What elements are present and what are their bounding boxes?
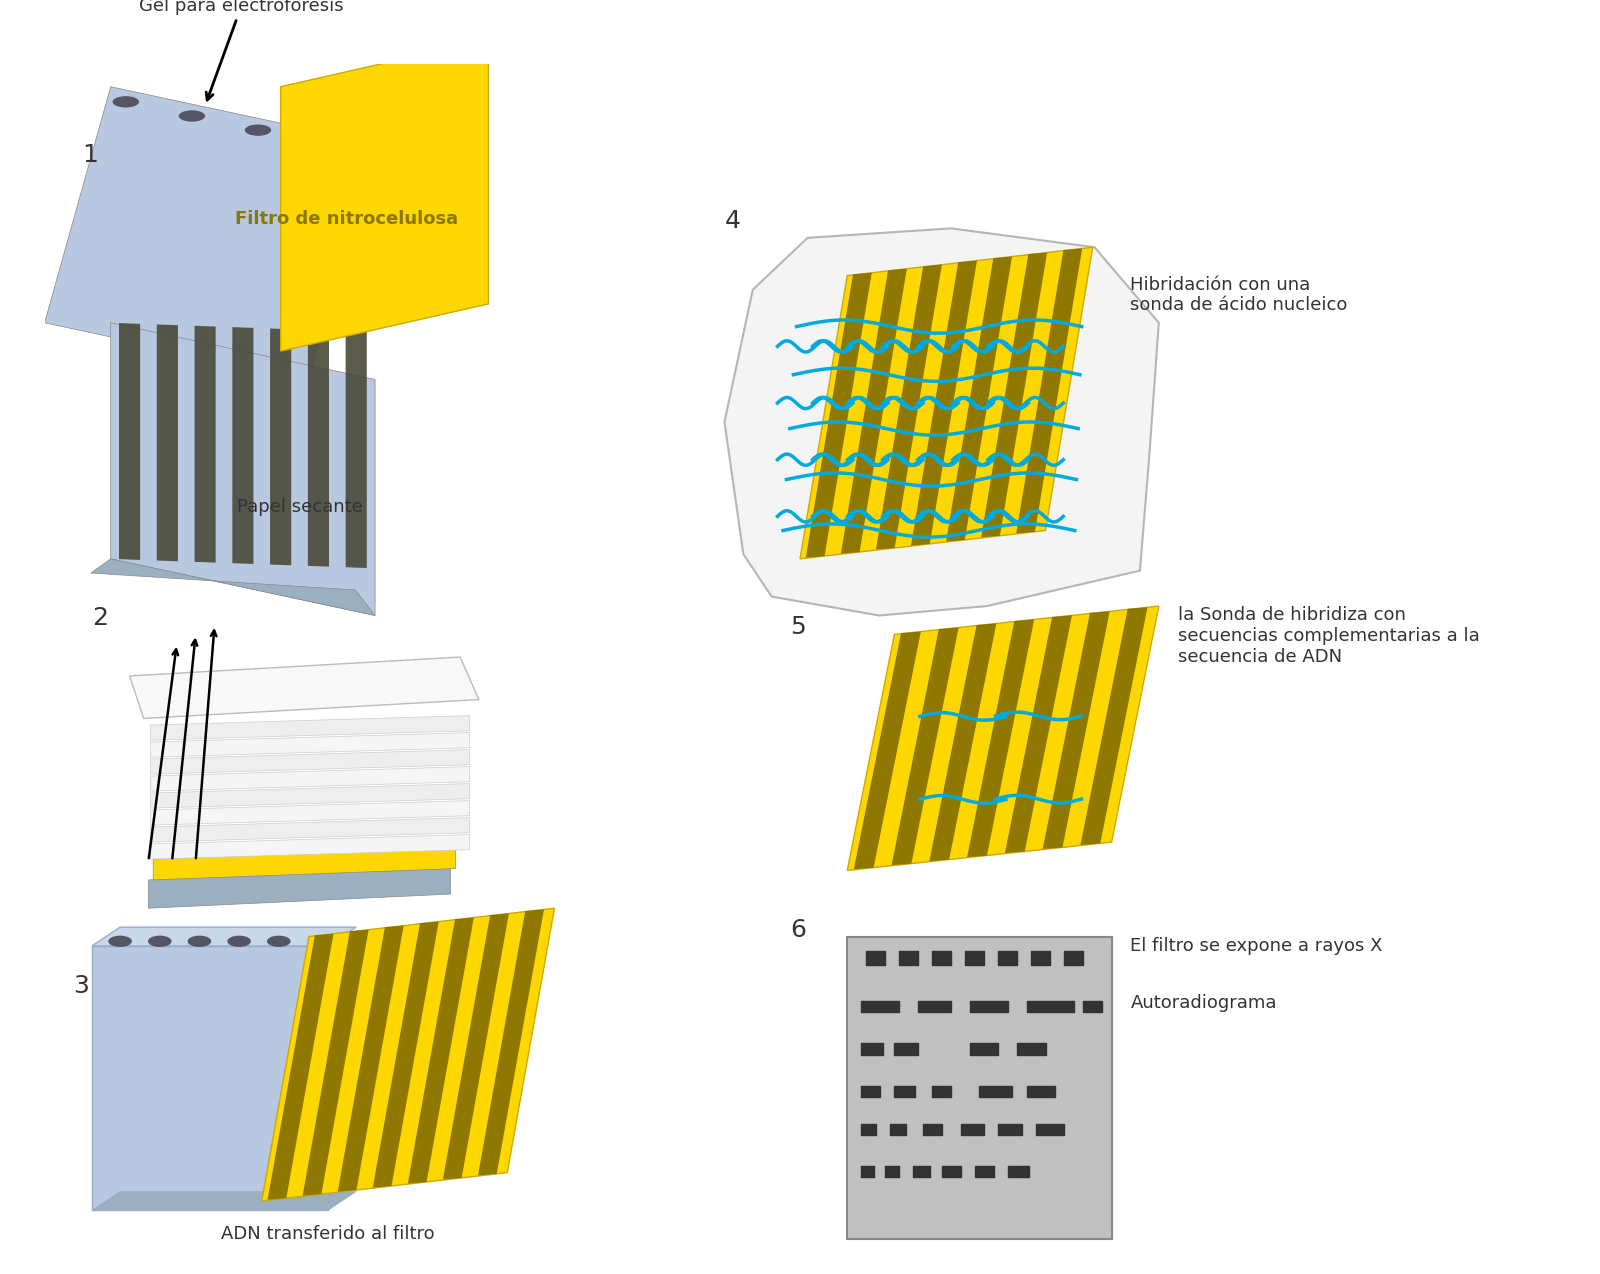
Polygon shape: [150, 733, 469, 757]
Text: 3: 3: [74, 975, 88, 999]
Polygon shape: [930, 623, 997, 861]
Polygon shape: [150, 767, 469, 791]
Text: 5: 5: [790, 615, 806, 640]
Polygon shape: [1016, 248, 1082, 534]
Polygon shape: [1043, 612, 1110, 848]
FancyBboxPatch shape: [848, 936, 1112, 1238]
Polygon shape: [307, 330, 330, 567]
Polygon shape: [232, 327, 253, 564]
Polygon shape: [338, 926, 403, 1191]
Polygon shape: [854, 632, 922, 869]
Polygon shape: [910, 261, 978, 545]
Polygon shape: [150, 834, 469, 859]
Polygon shape: [262, 908, 555, 1201]
Polygon shape: [408, 917, 474, 1184]
Polygon shape: [478, 910, 544, 1176]
Polygon shape: [280, 39, 488, 352]
Polygon shape: [1080, 608, 1147, 845]
Polygon shape: [891, 628, 958, 865]
Polygon shape: [150, 818, 469, 842]
Text: 1: 1: [82, 143, 98, 167]
Polygon shape: [45, 87, 374, 380]
Polygon shape: [91, 927, 357, 947]
Text: 2: 2: [91, 606, 107, 629]
Polygon shape: [110, 322, 374, 615]
Polygon shape: [966, 619, 1034, 857]
Text: Filtro de nitrocelulosa: Filtro de nitrocelulosa: [235, 210, 458, 228]
Polygon shape: [946, 256, 1013, 541]
Ellipse shape: [245, 125, 272, 136]
Polygon shape: [848, 606, 1158, 870]
Text: Hibridación con una
sonda de ácido nucleico: Hibridación con una sonda de ácido nucle…: [1131, 275, 1347, 315]
Polygon shape: [270, 329, 291, 566]
Text: Gel para electroforesis: Gel para electroforesis: [139, 0, 344, 101]
Polygon shape: [118, 324, 141, 559]
Polygon shape: [725, 228, 1158, 615]
Ellipse shape: [112, 96, 139, 107]
Polygon shape: [373, 921, 438, 1187]
Ellipse shape: [147, 935, 171, 947]
Ellipse shape: [179, 111, 205, 121]
Text: ADN transferido al filtro: ADN transferido al filtro: [221, 1224, 435, 1242]
Polygon shape: [195, 326, 216, 563]
Ellipse shape: [109, 935, 131, 947]
Polygon shape: [267, 934, 333, 1200]
Polygon shape: [800, 247, 1093, 559]
Polygon shape: [150, 716, 469, 740]
Polygon shape: [443, 913, 509, 1180]
Polygon shape: [150, 749, 469, 775]
Text: Autoradiograma: Autoradiograma: [1131, 994, 1277, 1012]
Polygon shape: [91, 559, 374, 615]
Text: 4: 4: [725, 209, 741, 233]
Polygon shape: [302, 930, 368, 1196]
Ellipse shape: [378, 153, 403, 164]
Text: El filtro se expone a rayos X: El filtro se expone a rayos X: [1131, 936, 1382, 956]
Polygon shape: [157, 325, 178, 562]
Text: Papel secante: Papel secante: [237, 498, 363, 516]
Polygon shape: [130, 657, 478, 719]
Polygon shape: [981, 252, 1046, 538]
Ellipse shape: [227, 935, 251, 947]
Text: la Sonda de hibridiza con
secuencias complementarias a la
secuencia de ADN: la Sonda de hibridiza con secuencias com…: [1178, 606, 1480, 666]
Ellipse shape: [187, 935, 211, 947]
Text: 6: 6: [790, 917, 806, 941]
Polygon shape: [91, 947, 328, 1210]
Polygon shape: [149, 866, 451, 908]
Polygon shape: [806, 273, 872, 558]
Polygon shape: [346, 331, 366, 568]
Ellipse shape: [267, 935, 291, 947]
Polygon shape: [150, 784, 469, 808]
Ellipse shape: [310, 139, 338, 150]
Polygon shape: [91, 1191, 357, 1210]
Polygon shape: [1005, 615, 1072, 854]
Polygon shape: [150, 800, 469, 826]
Polygon shape: [842, 269, 907, 554]
Polygon shape: [154, 847, 456, 880]
Polygon shape: [875, 265, 942, 549]
